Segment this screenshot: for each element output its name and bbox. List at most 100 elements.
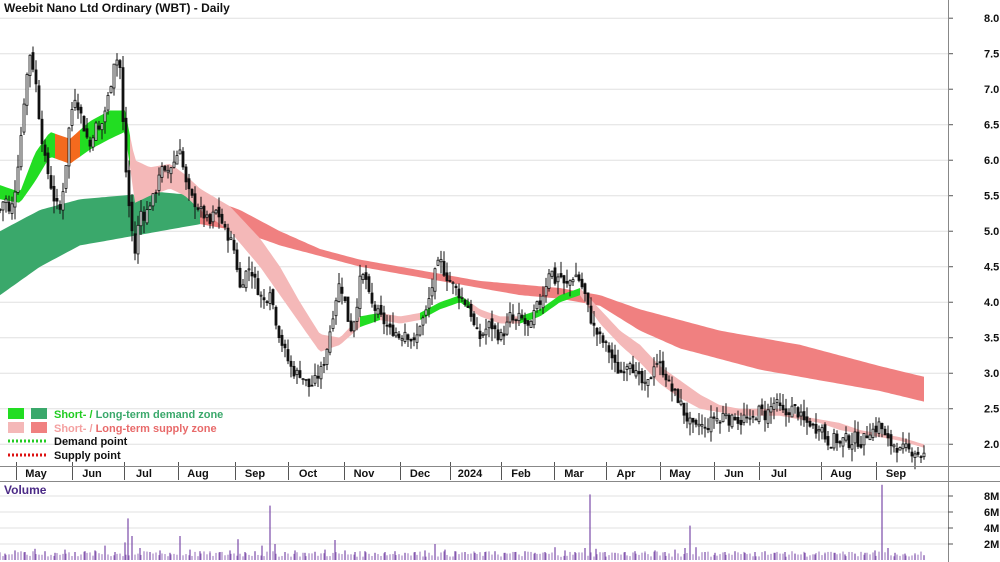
volume-bar bbox=[744, 552, 746, 560]
price-bar-body bbox=[616, 361, 620, 374]
volume-bar bbox=[644, 551, 646, 560]
volume-bar bbox=[524, 552, 526, 560]
price-y-tick-label: 2.5 bbox=[984, 404, 999, 416]
price-bar-body bbox=[460, 296, 464, 299]
volume-bar bbox=[188, 555, 190, 560]
volume-bar bbox=[152, 553, 154, 560]
x-tick-label: Oct bbox=[299, 468, 318, 480]
volume-bar bbox=[80, 554, 82, 560]
volume-bar bbox=[278, 556, 280, 560]
price-y-tick-label: 3.5 bbox=[984, 333, 999, 345]
x-tick-label: Jul bbox=[136, 468, 152, 480]
volume-bar bbox=[269, 552, 271, 560]
volume-bar bbox=[671, 556, 673, 560]
price-bar-body bbox=[712, 416, 716, 419]
price-bar-body bbox=[409, 338, 413, 342]
price-bar-body bbox=[577, 274, 581, 281]
price-bar-body bbox=[709, 416, 713, 433]
price-bar-body bbox=[19, 135, 23, 168]
volume-bar bbox=[791, 551, 793, 560]
price-bar-body bbox=[484, 328, 488, 336]
volume-bar bbox=[848, 551, 850, 560]
price-bar-body bbox=[658, 361, 662, 364]
price-bar-body bbox=[148, 205, 152, 210]
volume-bar bbox=[662, 552, 664, 560]
price-bar-body bbox=[466, 305, 470, 308]
price-bar-body bbox=[523, 318, 527, 325]
legend-short-supply-swatch bbox=[8, 422, 24, 433]
price-bar-body bbox=[652, 366, 656, 378]
price-y-axis: 8.0 7.5 7.0 6.5 6.0 5.5 5.0 4.5 4.0 3.5 3.0 2.5 2.0 bbox=[948, 13, 999, 451]
price-bar-body bbox=[877, 421, 881, 434]
volume-bar bbox=[695, 555, 697, 560]
volume-bar bbox=[770, 553, 772, 560]
volume-bar bbox=[173, 553, 175, 560]
volume-bar bbox=[104, 545, 106, 560]
price-bar-body bbox=[112, 63, 116, 89]
price-bar-body bbox=[838, 441, 842, 444]
price-y-tick-label: 3.0 bbox=[984, 368, 999, 380]
x-tick-label: May bbox=[669, 468, 691, 480]
volume-bar bbox=[494, 551, 496, 560]
legend-supply-point: Supply point bbox=[54, 450, 121, 462]
price-bar-body bbox=[682, 402, 686, 416]
volume-bar bbox=[29, 555, 31, 560]
short-term-supply-zone bbox=[580, 288, 680, 399]
price-bar-body bbox=[382, 312, 386, 325]
volume-bar bbox=[404, 552, 406, 560]
price-bar-body bbox=[544, 286, 548, 297]
price-bar-body bbox=[736, 416, 740, 424]
volume-bar bbox=[398, 554, 400, 560]
price-bar-body bbox=[550, 270, 554, 277]
price-bar-body bbox=[766, 409, 770, 424]
volume-bar bbox=[389, 554, 391, 560]
price-bar-body bbox=[0, 209, 2, 211]
price-bar-body bbox=[58, 204, 62, 210]
x-tick-label: Aug bbox=[830, 468, 851, 480]
volume-bar bbox=[695, 547, 697, 560]
price-bar-body bbox=[784, 408, 788, 416]
price-bar-body bbox=[592, 322, 596, 326]
volume-bar bbox=[4, 553, 6, 560]
volume-bar bbox=[767, 554, 769, 560]
volume-bar bbox=[239, 553, 241, 560]
price-y-tick-label: 7.5 bbox=[984, 49, 999, 61]
price-bar-body bbox=[574, 274, 578, 278]
volume-bar bbox=[704, 553, 706, 560]
volume-bar bbox=[212, 555, 214, 560]
price-bar-body bbox=[181, 151, 185, 168]
volume-bar bbox=[269, 505, 271, 560]
volume-bar bbox=[869, 554, 871, 560]
price-bar-body bbox=[73, 99, 77, 108]
volume-bar bbox=[596, 554, 598, 560]
volume-bar bbox=[101, 554, 103, 560]
price-bar-body bbox=[817, 429, 821, 432]
volume-bar bbox=[170, 554, 172, 560]
price-bar-body bbox=[70, 109, 74, 126]
volume-bar bbox=[893, 556, 895, 560]
price-y-tick-label: 4.0 bbox=[984, 297, 999, 309]
price-bar-body bbox=[727, 414, 731, 426]
volume-bar bbox=[335, 552, 337, 560]
volume-bar bbox=[89, 552, 91, 560]
price-bar-body bbox=[415, 334, 419, 343]
price-bar-body bbox=[520, 314, 524, 319]
volume-bar bbox=[634, 551, 636, 560]
volume-bar bbox=[444, 549, 446, 560]
volume-bar bbox=[104, 554, 106, 560]
volume-bar bbox=[803, 551, 805, 560]
volume-bar bbox=[551, 552, 553, 560]
volume-bar bbox=[887, 552, 889, 560]
chart-title: Weebit Nano Ltd Ordinary (WBT) - Daily bbox=[4, 1, 230, 15]
price-bar-body bbox=[472, 313, 476, 326]
volume-bar bbox=[449, 556, 451, 560]
volume-bar bbox=[371, 555, 373, 560]
volume-bar bbox=[674, 553, 676, 560]
price-bar-body bbox=[634, 370, 638, 377]
volume-bar bbox=[904, 553, 906, 560]
volume-bar bbox=[557, 555, 559, 560]
volume-bar bbox=[341, 554, 343, 560]
price-bar-body bbox=[730, 414, 734, 428]
volume-bar bbox=[164, 554, 166, 560]
x-tick-label: Mar bbox=[564, 468, 584, 480]
